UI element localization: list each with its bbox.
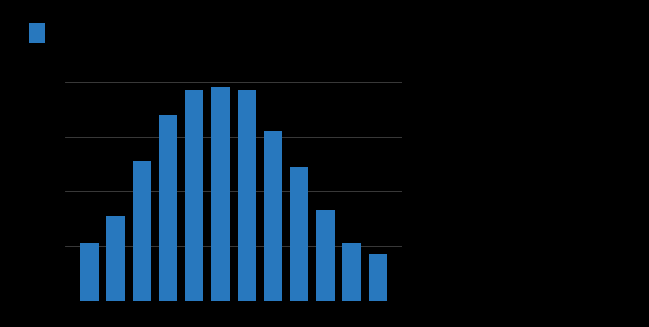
Bar [80, 243, 99, 301]
Bar [343, 243, 361, 301]
Bar [212, 87, 230, 301]
Bar [263, 131, 282, 301]
Bar [238, 90, 256, 301]
Bar [159, 115, 177, 301]
Bar [316, 211, 335, 301]
Bar [132, 161, 151, 301]
Bar [290, 167, 308, 301]
Bar [106, 216, 125, 301]
Bar [185, 90, 204, 301]
Bar [369, 254, 387, 301]
